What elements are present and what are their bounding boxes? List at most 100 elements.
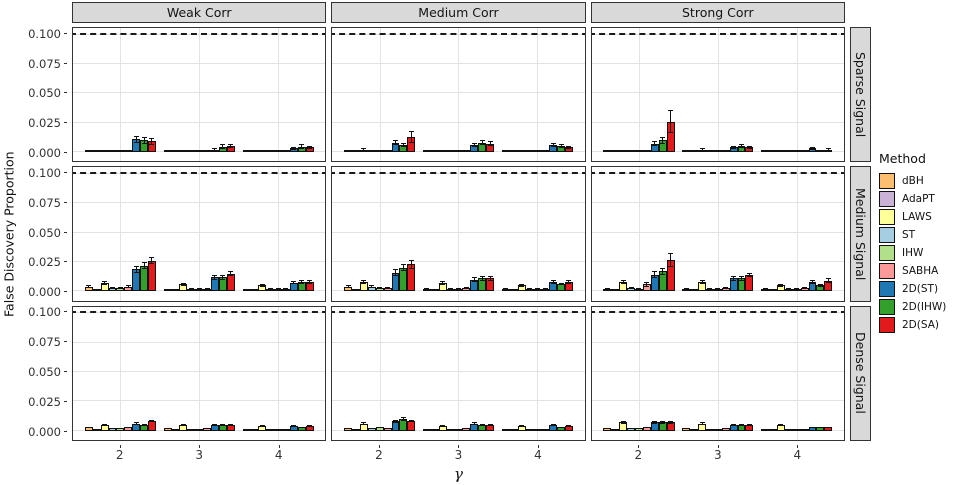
bar-2D(SA) <box>666 422 675 431</box>
error-line <box>827 148 829 151</box>
error-cap-bottom <box>558 284 564 286</box>
error-cap-bottom <box>291 426 297 428</box>
error-bar <box>299 426 305 428</box>
bar-AdaPT <box>690 428 699 431</box>
error-cap-bottom <box>125 426 131 428</box>
error-line <box>379 286 381 289</box>
error-cap-top <box>408 420 414 422</box>
error-bar <box>377 426 383 428</box>
error-bar <box>519 424 525 428</box>
error-bar <box>487 141 493 147</box>
error-cap-bottom <box>731 424 737 426</box>
bar-dBH <box>501 150 510 152</box>
error-cap-top <box>149 137 155 139</box>
y-tick-label: 0.050 <box>28 364 61 379</box>
bar-slot <box>611 174 620 292</box>
bar-slot <box>666 174 675 292</box>
reference-line-dashed <box>73 32 326 35</box>
bar-slot <box>92 313 101 431</box>
y-tick-mark <box>64 32 67 34</box>
error-cap-top <box>307 424 313 426</box>
error-cap-bottom <box>259 426 265 428</box>
bar-slot <box>399 174 408 292</box>
x-tick-mark <box>278 444 280 448</box>
bar-slot <box>541 313 550 431</box>
bar-slot <box>642 313 651 431</box>
bar-group <box>242 313 314 431</box>
bar-ST <box>187 150 196 152</box>
error-line <box>394 419 396 424</box>
reference-line-dashed <box>73 172 326 174</box>
bar-AdaPT <box>250 289 259 292</box>
bar-slot <box>642 174 651 292</box>
error-cap-bottom <box>385 287 391 289</box>
error-cap-bottom <box>408 141 414 143</box>
error-cap-bottom <box>212 278 218 280</box>
gridline-vertical <box>796 167 798 301</box>
error-bar <box>109 427 115 429</box>
gridline-vertical <box>458 306 460 440</box>
error-cap-bottom <box>817 150 823 152</box>
error-bar <box>117 286 123 289</box>
bar-slot <box>541 174 550 292</box>
error-cap-top <box>746 423 752 425</box>
error-cap-bottom <box>196 288 202 290</box>
error-bar <box>259 284 265 287</box>
error-cap-top <box>487 276 493 278</box>
error-bar <box>267 428 273 431</box>
error-cap-bottom <box>778 424 784 426</box>
error-cap-top <box>778 423 784 425</box>
error-cap-bottom <box>283 428 289 430</box>
error-cap-bottom <box>683 288 689 290</box>
error-line <box>387 286 389 289</box>
gridline-vertical <box>120 306 122 440</box>
bar-LAWS <box>619 150 628 152</box>
error-bar <box>699 148 705 151</box>
error-bar <box>762 428 768 431</box>
error-cap-bottom <box>463 287 469 289</box>
error-bar <box>125 426 131 428</box>
bar-2D(ST) <box>650 422 659 431</box>
bar-slot <box>116 313 125 431</box>
bar-slot <box>713 35 722 152</box>
legend-item: 2D(ST) <box>879 280 969 297</box>
error-cap-bottom <box>275 288 281 290</box>
error-cap-top <box>109 286 115 288</box>
bar-slot <box>745 35 754 152</box>
error-cap-bottom <box>392 275 398 277</box>
error-line <box>662 421 664 424</box>
error-cap-bottom <box>479 279 485 281</box>
error-cap-top <box>440 281 446 283</box>
bar-IHW <box>116 150 125 152</box>
error-bar <box>212 274 218 280</box>
error-cap-bottom <box>604 288 610 290</box>
error-bar <box>668 252 674 267</box>
bar-dBH <box>163 150 172 152</box>
error-bar <box>628 286 634 289</box>
error-cap-top <box>220 144 226 146</box>
bar-slot <box>745 174 754 292</box>
error-bar <box>566 145 572 150</box>
legend-label: LAWS <box>902 210 932 223</box>
bar-slot <box>509 313 518 431</box>
gridline-vertical <box>278 167 280 301</box>
error-line <box>473 422 475 425</box>
bar-slot <box>242 313 251 431</box>
error-bar <box>809 426 815 428</box>
bar-slot <box>407 35 416 152</box>
bar-slot <box>438 174 447 292</box>
error-bar <box>668 421 674 424</box>
gridline-vertical <box>120 167 122 301</box>
error-line <box>552 423 554 426</box>
facet-panel <box>331 305 586 441</box>
legend-label: dBH <box>902 174 924 187</box>
bar-slot <box>430 313 439 431</box>
error-line <box>301 280 303 284</box>
error-bar <box>345 285 351 288</box>
error-bar <box>400 264 406 272</box>
bar-slot <box>375 313 384 431</box>
y-tick-label: 0.100 <box>28 26 61 41</box>
error-bar <box>212 148 218 151</box>
bar-slot <box>124 35 133 152</box>
legend-swatch-ST <box>879 226 895 243</box>
